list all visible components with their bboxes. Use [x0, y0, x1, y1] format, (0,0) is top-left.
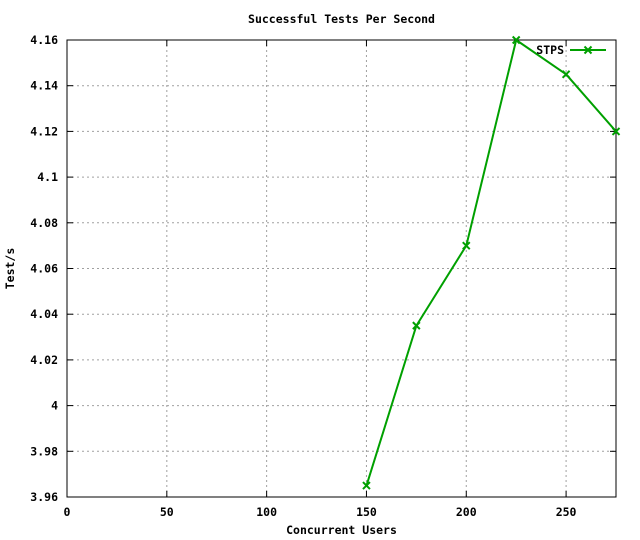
data-point	[362, 481, 371, 490]
marker-stroke	[362, 481, 371, 490]
y-tick-label: 3.96	[30, 490, 58, 504]
x-tick-label: 100	[256, 505, 277, 519]
data-point	[611, 127, 621, 136]
grid-lines	[67, 40, 616, 497]
y-tick-label: 4	[51, 399, 58, 413]
data-point	[412, 321, 421, 330]
legend-x-marker	[583, 45, 593, 55]
axis-ticks: 3.96 3.98 4 4.02 4.04 4.06 4.08 4.1 4.12 4.14 4.16…	[30, 33, 616, 519]
x-tick-label: 150	[356, 505, 377, 519]
legend-label-stps: STPS	[536, 43, 564, 57]
y-tick-label: 4.1	[37, 170, 58, 184]
marker-stroke	[561, 70, 571, 79]
marker-stroke	[611, 127, 621, 136]
marker-stroke	[583, 45, 593, 55]
y-tick-label: 4.02	[30, 353, 58, 367]
y-tick-label: 4.12	[30, 124, 58, 138]
data-point	[511, 35, 521, 45]
y-tick-label: 3.98	[30, 444, 58, 458]
y-tick-label: 4.14	[30, 79, 58, 93]
x-axis-label: Concurrent Users	[286, 523, 397, 537]
x-tick-label: 250	[556, 505, 577, 519]
legend-marker-stps	[583, 45, 593, 55]
chart-title: Successful Tests Per Second	[248, 12, 435, 26]
series-line-stps	[365, 39, 617, 486]
y-tick-label: 4.08	[30, 216, 58, 230]
y-axis-label: Test/s	[3, 248, 17, 290]
marker-stroke	[462, 241, 471, 250]
series-layer	[362, 35, 621, 490]
y-tick-label: 4.16	[30, 33, 58, 47]
data-point	[462, 241, 471, 250]
y-tick-label: 4.06	[30, 262, 58, 276]
legend: STPS	[536, 43, 606, 57]
marker-stroke	[511, 35, 521, 45]
data-point	[561, 70, 571, 79]
x-tick-label: 50	[160, 505, 174, 519]
x-tick-label: 0	[64, 505, 71, 519]
marker-stroke	[412, 321, 421, 330]
x-tick-label: 200	[456, 505, 477, 519]
y-tick-label: 4.04	[30, 307, 58, 321]
